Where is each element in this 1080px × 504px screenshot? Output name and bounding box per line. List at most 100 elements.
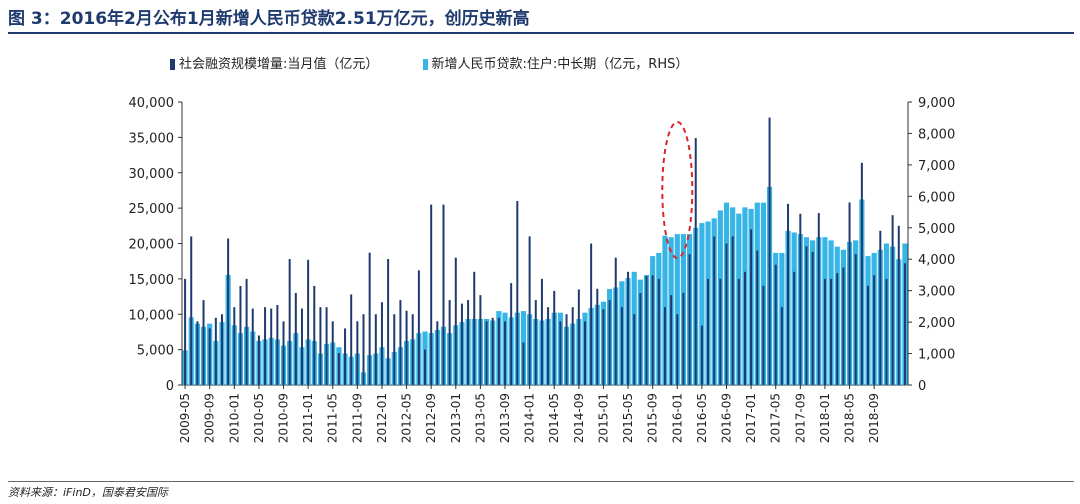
- x-tick-label: 2014-09: [572, 393, 586, 443]
- x-tick-label: 2011-01: [301, 393, 315, 443]
- bar-tsf: [596, 288, 599, 385]
- bar-tsf: [356, 321, 359, 385]
- bar-tsf: [294, 293, 297, 385]
- x-tick-label: 2009-09: [203, 393, 217, 443]
- bar-tsf: [762, 285, 765, 385]
- bar-tsf: [528, 236, 531, 385]
- bar-tsf: [485, 321, 488, 385]
- bar-tsf: [633, 314, 636, 385]
- bar-tsf: [719, 278, 722, 386]
- bar-tsf: [848, 202, 851, 385]
- bar-tsf: [830, 278, 833, 386]
- bar-tsf: [448, 300, 451, 385]
- bar-tsf: [473, 271, 476, 385]
- bar-tsf: [817, 213, 820, 385]
- y-left-tick-label: 25,000: [129, 202, 175, 217]
- bar-tsf: [780, 307, 783, 385]
- y-right-tick-label: 0: [918, 379, 926, 394]
- bar-tsf: [873, 275, 876, 385]
- x-tick-label: 2010-05: [252, 393, 266, 443]
- bottom-rule: [8, 481, 1074, 482]
- bar-loan: [699, 223, 705, 385]
- y-left-tick-label: 20,000: [129, 238, 175, 253]
- bar-tsf: [190, 236, 193, 385]
- y-right-tick-label: 4,000: [918, 253, 955, 268]
- bar-tsf: [614, 257, 617, 385]
- bar-tsf: [571, 307, 574, 385]
- bar-tsf: [854, 254, 857, 385]
- bar-tsf: [350, 294, 353, 385]
- x-tick-label: 2016-01: [670, 393, 684, 443]
- bar-tsf: [700, 325, 703, 385]
- y-right-tick-label: 5,000: [918, 222, 955, 237]
- bar-tsf: [676, 314, 679, 385]
- bar-tsf: [774, 264, 777, 385]
- x-tick-label: 2014-01: [523, 393, 537, 443]
- bar-tsf: [282, 321, 285, 385]
- y-left-tick-label: 15,000: [129, 273, 175, 288]
- bar-tsf: [688, 254, 691, 385]
- bar-tsf: [460, 303, 463, 385]
- x-tick-label: 2009-05: [178, 393, 192, 443]
- bar-tsf: [214, 317, 217, 385]
- bar-tsf: [903, 263, 906, 385]
- x-tick-label: 2010-01: [227, 393, 241, 443]
- bar-tsf: [300, 308, 303, 385]
- bar-tsf: [233, 307, 236, 385]
- bar-tsf: [787, 203, 790, 385]
- x-tick-label: 2012-05: [400, 393, 414, 443]
- bar-tsf: [368, 252, 371, 385]
- bar-tsf: [202, 300, 205, 385]
- x-tick-label: 2015-05: [621, 393, 635, 443]
- bar-tsf: [393, 314, 396, 385]
- bar-tsf: [220, 314, 223, 385]
- legend: 社会融资规模增量:当月值（亿元） 新增人民币贷款:住户:中长期（亿元，RHS）: [170, 53, 728, 72]
- bar-tsf: [380, 302, 383, 385]
- bar-tsf: [417, 270, 420, 385]
- bar-tsf: [743, 271, 746, 385]
- bar-tsf: [670, 295, 673, 385]
- bar-tsf: [553, 290, 556, 385]
- bar-loan: [674, 234, 680, 385]
- y-left-tick-label: 35,000: [129, 131, 175, 146]
- y-right-tick-label: 2,000: [918, 316, 955, 331]
- x-tick-label: 2017-05: [769, 393, 783, 443]
- bar-tsf: [534, 300, 537, 385]
- bar-tsf: [651, 275, 654, 385]
- x-tick-label: 2015-01: [596, 393, 610, 443]
- bar-tsf: [387, 259, 390, 385]
- bar-tsf: [627, 271, 630, 385]
- bar-tsf: [707, 278, 710, 386]
- y-right-tick-label: 9,000: [918, 96, 955, 111]
- bar-tsf: [344, 328, 347, 385]
- bar-tsf: [620, 307, 623, 385]
- x-tick-label: 2013-05: [473, 393, 487, 443]
- legend-swatch-tsf: [170, 59, 175, 70]
- x-tick-label: 2012-09: [424, 393, 438, 443]
- bar-tsf: [239, 285, 242, 385]
- bar-tsf: [657, 278, 660, 386]
- y-right-tick-label: 3,000: [918, 285, 955, 300]
- bar-tsf: [516, 201, 519, 385]
- bar-tsf: [590, 243, 593, 385]
- bar-tsf: [639, 293, 642, 385]
- bar-tsf: [737, 278, 740, 386]
- bar-tsf: [811, 251, 814, 385]
- bar-tsf: [251, 308, 254, 385]
- y-right-tick-label: 8,000: [918, 127, 955, 142]
- bar-tsf: [565, 314, 568, 385]
- x-tick-label: 2018-01: [818, 393, 832, 443]
- bar-tsf: [602, 309, 605, 385]
- bar-tsf: [547, 307, 550, 385]
- bar-tsf: [577, 289, 580, 385]
- bar-tsf: [467, 300, 470, 385]
- y-right-tick-label: 6,000: [918, 190, 955, 205]
- bar-tsf: [504, 321, 507, 385]
- bar-tsf: [411, 314, 414, 385]
- y-right-tick-label: 7,000: [918, 159, 955, 174]
- bar-tsf: [436, 321, 439, 385]
- bar-tsf: [479, 295, 482, 385]
- bar-tsf: [645, 276, 648, 385]
- bar-tsf: [559, 321, 562, 385]
